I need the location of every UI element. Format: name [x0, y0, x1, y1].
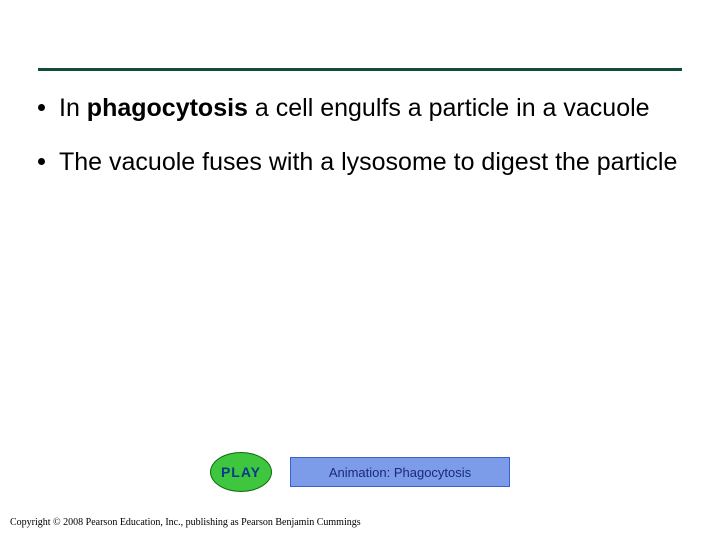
bullet-item: In phagocytosis a cell engulfs a particl…: [38, 92, 682, 124]
bullet-dot-icon: [38, 104, 45, 111]
copyright-text: Copyright © 2008 Pearson Education, Inc.…: [10, 517, 361, 528]
play-button-label: PLAY: [221, 464, 261, 480]
title-divider: [38, 68, 682, 71]
animation-label-text: Animation: Phagocytosis: [329, 465, 471, 480]
bullet-dot-icon: [38, 158, 45, 165]
bullet-item: The vacuole fuses with a lysosome to dig…: [38, 146, 682, 178]
bullet-text: The vacuole fuses with a lysosome to dig…: [59, 146, 677, 178]
animation-label-box[interactable]: Animation: Phagocytosis: [290, 457, 510, 487]
bullet-text: In phagocytosis a cell engulfs a particl…: [59, 92, 650, 124]
play-button[interactable]: PLAY: [210, 452, 272, 492]
animation-row: PLAY Animation: Phagocytosis: [0, 452, 720, 492]
bullet-list: In phagocytosis a cell engulfs a particl…: [38, 92, 682, 200]
